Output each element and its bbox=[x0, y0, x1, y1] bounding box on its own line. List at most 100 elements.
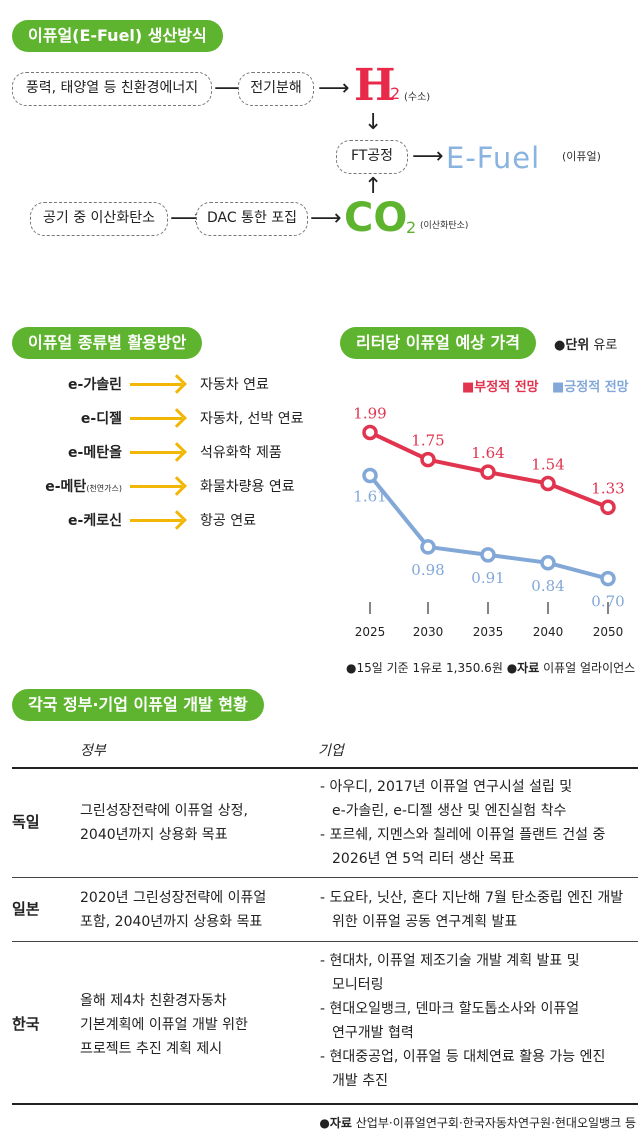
gov-germany-line-2: 2040년까지 상용화 목표 bbox=[80, 827, 228, 843]
arrow-right-icon: ⟶ bbox=[412, 144, 444, 169]
data-label: 0.98 bbox=[411, 561, 444, 579]
gov-korea-line-2: 기본계획에 이퓨얼 개발 위한 bbox=[80, 1017, 248, 1033]
data-point bbox=[600, 570, 616, 587]
gov-korea-line-1: 올해 제4차 친환경자동차 bbox=[80, 993, 227, 1009]
yellow-arrow-icon bbox=[130, 451, 182, 454]
arrow-up-icon: ↑ bbox=[364, 174, 383, 199]
section3-title: 리터당 이퓨얼 예상 가격 bbox=[340, 327, 536, 359]
unit-value: 유로 bbox=[589, 338, 618, 353]
yellow-arrow-icon bbox=[130, 383, 182, 386]
section2-title: 이퓨얼 종류별 활용방안 bbox=[12, 327, 203, 359]
corp-korea-line-1: - 현대차, 이퓨얼 제조기술 개발 계획 발표 및 bbox=[320, 953, 580, 969]
country-korea: 한국 bbox=[12, 1015, 40, 1033]
electrolysis-box: 전기분해 bbox=[238, 72, 314, 106]
fuel-name-text: e-케로신 bbox=[68, 513, 122, 529]
x-tick-label: 2025 bbox=[355, 625, 386, 639]
data-label: 0.91 bbox=[471, 569, 504, 587]
data-label: 1.54 bbox=[531, 455, 564, 473]
gov-japan-line-2: 포함, 2040년까지 상용화 목표 bbox=[80, 914, 263, 930]
fuel-use: 항공 연료 bbox=[200, 513, 256, 529]
fuel-name: e-케로신 bbox=[12, 510, 122, 530]
arrow-down-icon: ↓ bbox=[364, 110, 383, 135]
arrow-right-icon: ⟶ bbox=[214, 76, 246, 101]
legend-positive-label: 긍정적 전망 bbox=[564, 380, 629, 395]
x-tick-label: 2050 bbox=[593, 625, 624, 639]
exchange-rate-note: ●15일 기준 1유로 1,350.6원 bbox=[346, 661, 507, 675]
gov-japan: 2020년 그린성장전략에 이퓨얼 포함, 2040년까지 상용화 목표 bbox=[80, 886, 266, 934]
dac-box: DAC 통한 포집 bbox=[196, 202, 308, 236]
corp-japan-line-2: 위한 이퓨얼 공동 연구계획 발표 bbox=[332, 914, 518, 930]
data-label: 1.99 bbox=[353, 404, 386, 422]
corp-germany-line-2: e-가솔린, e-디젤 생산 및 엔진실험 착수 bbox=[332, 803, 567, 819]
country-japan: 일본 bbox=[12, 900, 40, 918]
gov-germany: 그린성장전략에 이퓨얼 상정, 2040년까지 상용화 목표 bbox=[80, 799, 248, 847]
data-label: 1.61 bbox=[353, 488, 386, 506]
fuel-name: e-디젤 bbox=[12, 408, 122, 428]
h2-label: (수소) bbox=[404, 92, 431, 103]
data-label: 1.33 bbox=[591, 479, 624, 497]
x-tick-label: 2040 bbox=[533, 625, 564, 639]
yellow-arrow-icon bbox=[130, 417, 182, 420]
table-row-divider bbox=[12, 941, 638, 942]
energy-box: 풍력, 태양열 등 친환경에너지 bbox=[12, 72, 212, 106]
fuel-name-text: e-디젤 bbox=[80, 411, 122, 427]
price-line-chart: 2025 2030 2035 2040 2050 1.99 1.75 1.64 1.54 1.33… bbox=[353, 404, 624, 639]
data-point bbox=[480, 464, 496, 480]
fuel-use: 자동차 연료 bbox=[200, 377, 269, 393]
fuel-use: 자동차, 선박 연료 bbox=[200, 411, 304, 427]
table-row-divider bbox=[12, 877, 638, 878]
fuel-name: e-메탄(천연가스) bbox=[12, 476, 122, 496]
x-tick-label: 2030 bbox=[413, 625, 444, 639]
air-co2-box: 공기 중 이산화탄소 bbox=[30, 202, 168, 236]
corp-korea-line-2: 모니터링 bbox=[332, 977, 384, 993]
section4-title: 각국 정부·기업 이퓨얼 개발 현황 bbox=[12, 689, 264, 721]
unit-label: ●단위 bbox=[554, 338, 590, 353]
legend-negative-marker: ■ bbox=[462, 380, 475, 395]
chart-source-note: ●15일 기준 1유로 1,350.6원 ●자료 이퓨얼 얼라이언스 bbox=[346, 659, 635, 676]
corp-japan: - 도요타, 닛산, 혼다 지난해 7월 탄소중립 엔진 개발 위한 이퓨얼 공… bbox=[320, 886, 623, 934]
data-point bbox=[362, 424, 378, 441]
data-label: 0.84 bbox=[531, 577, 564, 595]
chart-source-value: 이퓨얼 얼라이언스 bbox=[539, 661, 636, 675]
table-source-label: ●자료 bbox=[319, 1116, 352, 1130]
corp-germany-line-1: - 아우디, 2017년 이퓨얼 연구시설 설립 및 bbox=[320, 779, 573, 795]
gov-germany-line-1: 그린성장전략에 이퓨얼 상정, bbox=[80, 803, 248, 819]
co2-subscript: 2 bbox=[406, 218, 417, 237]
corp-germany-line-3: - 포르쉐, 지멘스와 칠레에 이퓨얼 플랜트 건설 중 bbox=[320, 827, 606, 843]
x-tick-label: 2035 bbox=[473, 625, 504, 639]
arrow-right-icon: ⟶ bbox=[310, 206, 342, 231]
corp-korea-line-6: 개발 추진 bbox=[332, 1073, 388, 1089]
corp-korea-line-5: - 현대중공업, 이퓨얼 등 대체연료 활용 가능 엔진 bbox=[320, 1049, 606, 1065]
data-point bbox=[362, 467, 378, 484]
corp-germany: - 아우디, 2017년 이퓨얼 연구시설 설립 및 e-가솔린, e-디젤 생… bbox=[320, 775, 605, 871]
data-point bbox=[420, 539, 436, 555]
data-label: 1.64 bbox=[471, 444, 504, 462]
co2-symbol: CO bbox=[344, 195, 408, 241]
legend-negative: ■부정적 전망 bbox=[462, 376, 539, 395]
corp-japan-line-1: - 도요타, 닛산, 혼다 지난해 7월 탄소중립 엔진 개발 bbox=[320, 890, 624, 906]
data-point bbox=[600, 499, 616, 516]
yellow-arrow-icon bbox=[130, 519, 182, 522]
fuel-name: e-메탄올 bbox=[12, 442, 122, 462]
fuel-name-text: e-가솔린 bbox=[68, 377, 122, 393]
data-point bbox=[420, 451, 436, 468]
table-source-value: 산업부·이퓨얼연구회·한국자동차연구원·현대오일뱅크 등 bbox=[351, 1116, 636, 1130]
efuel-korean-label: (이퓨얼) bbox=[562, 150, 601, 163]
column-header-corp: 기업 bbox=[318, 743, 344, 759]
data-point bbox=[480, 547, 496, 563]
table-header-divider bbox=[12, 767, 638, 769]
country-germany: 독일 bbox=[12, 813, 40, 831]
data-point bbox=[540, 555, 556, 571]
corp-korea: - 현대차, 이퓨얼 제조기술 개발 계획 발표 및 모니터링 - 현대오일뱅크… bbox=[320, 949, 605, 1093]
table-source-note: ●자료 산업부·이퓨얼연구회·한국자동차연구원·현대오일뱅크 등 bbox=[319, 1114, 636, 1131]
fuel-name-text: e-메탄올 bbox=[68, 445, 122, 461]
fuel-use: 석유화학 제품 bbox=[200, 445, 282, 461]
legend-negative-label: 부정적 전망 bbox=[474, 380, 539, 395]
corp-korea-line-3: - 현대오일뱅크, 덴마크 할도톱소사와 이퓨얼 bbox=[320, 1001, 580, 1017]
arrow-right-icon: ⟶ bbox=[318, 76, 350, 101]
fuel-name-note: (천연가스) bbox=[86, 484, 122, 493]
unit-note: ●단위 유로 bbox=[554, 334, 617, 353]
fuel-name: e-가솔린 bbox=[12, 374, 122, 394]
data-label: 1.75 bbox=[411, 432, 444, 450]
column-header-gov: 정부 bbox=[80, 743, 106, 759]
